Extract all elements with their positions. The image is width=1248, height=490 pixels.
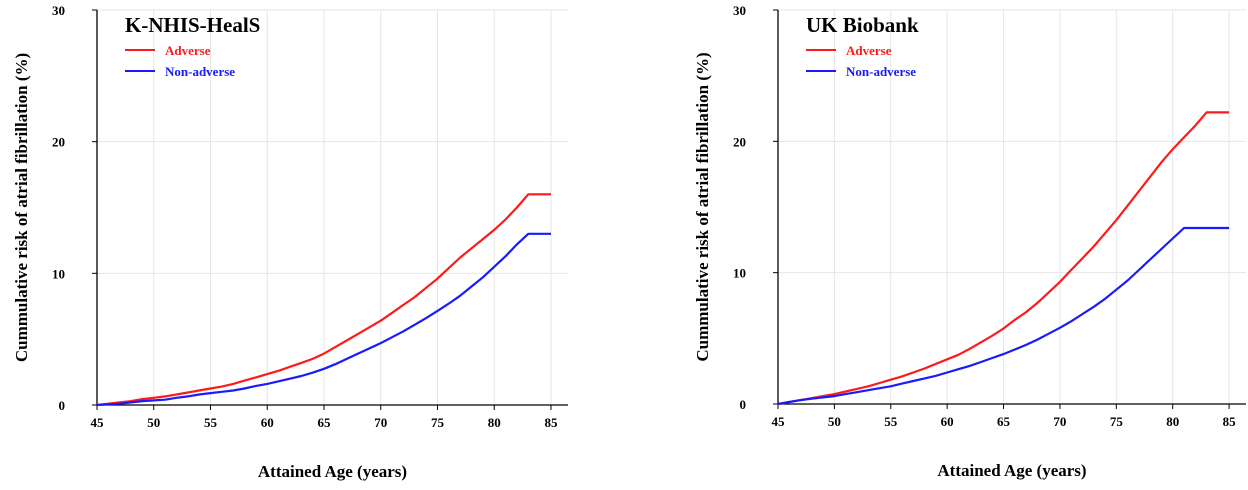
x-tick-label: 50 [147,415,160,430]
series-line-non-adverse [96,232,551,407]
x-tick-label: 80 [1166,414,1179,429]
legend-label: Adverse [165,43,211,58]
y-tick-label: 30 [733,3,746,18]
series-line-adverse [96,193,551,407]
x-tick-label: 70 [374,415,387,430]
chart-uk-biobank: 45 50 55 60 65 70 75 80 85 0 10 20 30 UK Biobank Adver… [693,3,1246,480]
y-tick-label: 20 [733,134,746,149]
x-tick-label: 55 [884,414,898,429]
x-tick-label: 60 [941,414,954,429]
chart-k-nhis-heals: 45 50 55 60 65 70 75 80 85 0 10 20 30 K-NHIS-HealS Adv… [12,3,568,481]
series-line-adverse [777,111,1230,406]
x-tick-label: 45 [91,415,105,430]
y-axis-label: Cummulative risk of atrial fibrillation … [693,52,712,361]
legend-label: Non-adverse [165,64,235,79]
y-tick-label: 0 [59,398,66,413]
x-axis-label: Attained Age (years) [258,462,407,481]
x-tick-label: 85 [1223,414,1237,429]
x-axis-label: Attained Age (years) [937,461,1086,480]
x-tick-label: 45 [772,414,786,429]
y-tick-label: 10 [733,266,746,281]
chart-title: K-NHIS-HealS [125,13,260,37]
y-tick-label: 30 [52,3,65,18]
y-tick-label: 20 [52,135,65,150]
x-tick-label: 60 [261,415,274,430]
x-tick-label: 75 [1110,414,1124,429]
x-tick-label: 80 [488,415,501,430]
legend-label: Adverse [846,43,892,58]
x-tick-label: 85 [544,415,558,430]
chart-title: UK Biobank [806,13,919,37]
x-tick-label: 50 [828,414,841,429]
x-tick-label: 75 [431,415,445,430]
y-axis-label: Cummulative risk of atrial fibrillation … [12,53,31,362]
x-tick-label: 65 [317,415,331,430]
x-tick-label: 55 [204,415,218,430]
y-tick-label: 10 [52,266,65,281]
x-tick-label: 65 [997,414,1011,429]
x-tick-label: 70 [1053,414,1066,429]
y-tick-label: 0 [740,397,747,412]
series-line-non-adverse [777,226,1230,406]
legend-label: Non-adverse [846,64,916,79]
